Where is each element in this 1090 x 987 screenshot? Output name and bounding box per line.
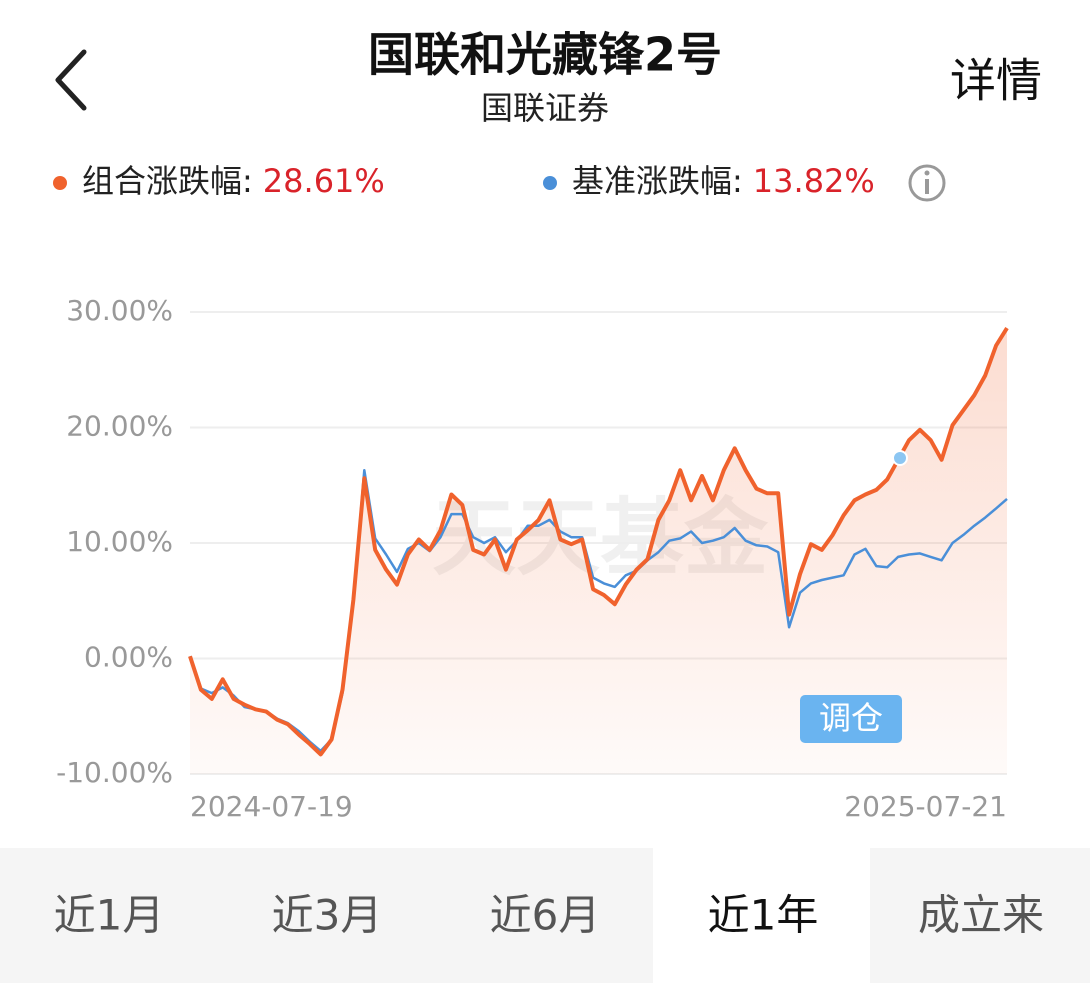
legend-dot bbox=[53, 176, 67, 190]
tab[interactable]: 近1月 bbox=[54, 891, 165, 940]
detail-button[interactable]: 详情 bbox=[950, 54, 1042, 108]
y-tick-label: 30.00% bbox=[66, 294, 173, 327]
legend-dot bbox=[543, 176, 557, 190]
legend: 组合涨跌幅: 28.61% 基准涨跌幅: 13.82% bbox=[53, 162, 875, 200]
tabs: 近1月 近3月 近6月 近1年 成立来 bbox=[54, 848, 1044, 983]
annotation-dot bbox=[892, 450, 908, 466]
tab-bar bbox=[0, 848, 1090, 983]
area-fill bbox=[190, 328, 1007, 774]
tab[interactable]: 近6月 bbox=[490, 891, 601, 940]
x-tick-label: 2024-07-19 bbox=[190, 790, 353, 823]
tab[interactable]: 成立来 bbox=[918, 891, 1044, 940]
info-dot bbox=[924, 170, 930, 176]
y-tick-label: 10.00% bbox=[66, 525, 173, 558]
tab[interactable]: 近3月 bbox=[272, 891, 383, 940]
legend-name: 基准涨跌幅: bbox=[572, 162, 743, 200]
x-tick-label: 2025-07-21 bbox=[844, 790, 1007, 823]
y-tick-label: 20.00% bbox=[66, 410, 173, 443]
back-button[interactable] bbox=[55, 49, 87, 111]
tab-selected-bg bbox=[653, 848, 870, 983]
y-tick-label: 0.00% bbox=[84, 641, 173, 674]
annotation-badge bbox=[800, 695, 902, 743]
legend-name: 组合涨跌幅: bbox=[82, 162, 253, 200]
series-line bbox=[188, 327, 1009, 757]
info-circle[interactable] bbox=[908, 164, 946, 202]
title: 国联和光藏锋2号 bbox=[368, 28, 722, 82]
tab[interactable]: 近1年 bbox=[708, 891, 819, 940]
chart: 天天基金-10.00%0.00%10.00%20.00%30.00%2024-0… bbox=[56, 294, 1009, 823]
annotation-label: 调仓 bbox=[819, 699, 883, 737]
legend-value: 13.82% bbox=[753, 162, 875, 200]
subtitle: 国联证券 bbox=[481, 89, 609, 127]
info-icon[interactable] bbox=[908, 164, 946, 202]
y-tick-label: -10.00% bbox=[56, 756, 173, 789]
legend-value: 28.61% bbox=[263, 162, 385, 200]
